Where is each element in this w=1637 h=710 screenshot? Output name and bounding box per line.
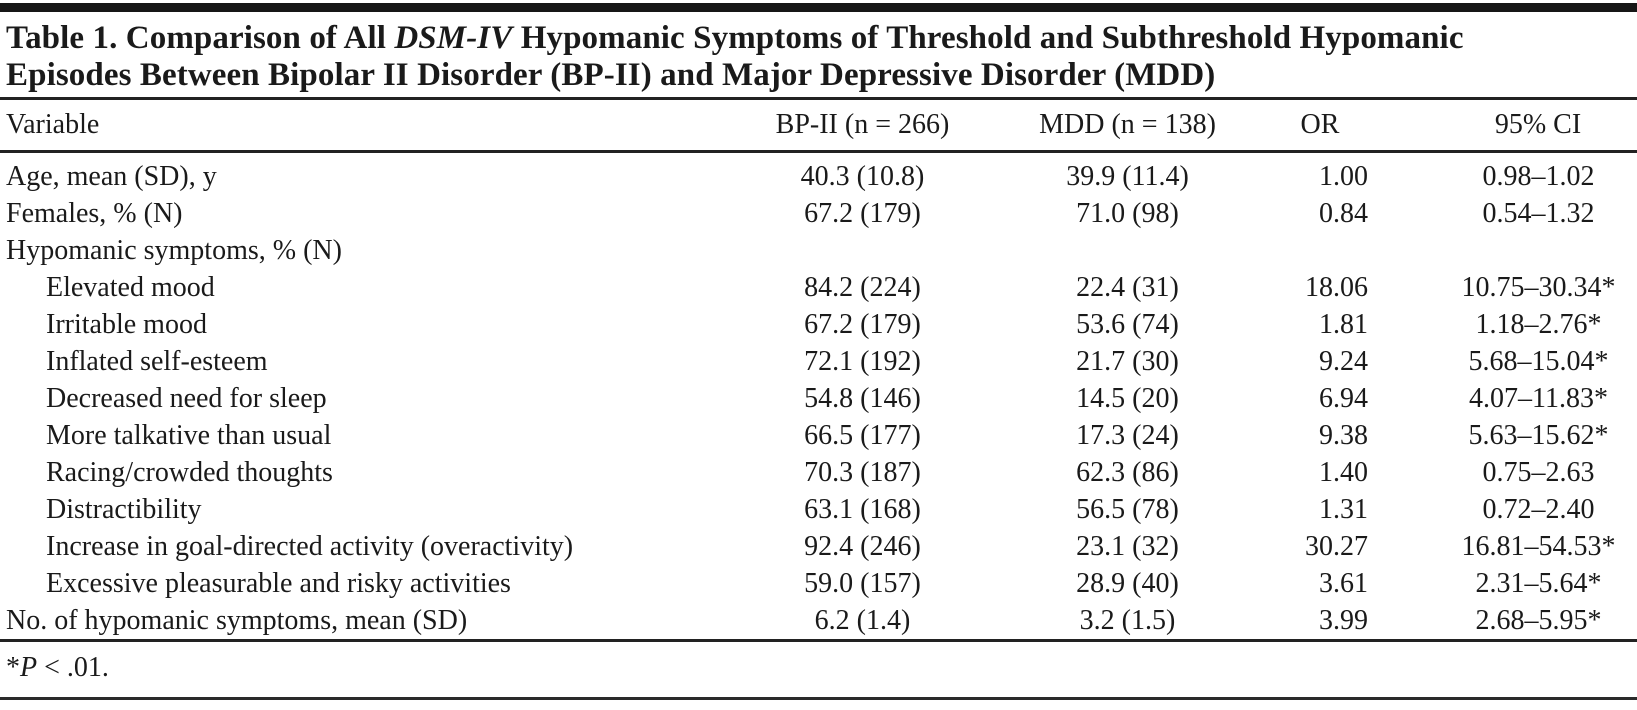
- footnote-asterisk: *: [6, 652, 20, 683]
- or-value: 9.38: [1319, 419, 1368, 451]
- col-header-bpii: BP-II (n = 266): [715, 100, 1010, 153]
- row-label: Age, mean (SD), y: [6, 160, 217, 192]
- table-row: Increase in goal-directed activity (over…: [0, 528, 1637, 565]
- mdd-value: 3.2 (1.5): [1079, 604, 1176, 636]
- ci-value: 10.75–30.34*: [1461, 271, 1616, 303]
- row-label: Distractibility: [46, 493, 202, 525]
- row-label: Inflated self-esteem: [46, 345, 268, 377]
- mdd-value: 62.3 (86): [1076, 456, 1179, 488]
- table-row: Inflated self-esteem 72.1 (192) 21.7 (30…: [0, 343, 1637, 380]
- ci-value: 1.18–2.76*: [1475, 308, 1602, 340]
- mdd-value: 53.6 (74): [1076, 308, 1179, 340]
- mdd-value: 71.0 (98): [1076, 197, 1179, 229]
- col-header-mdd: MDD (n = 138): [1010, 100, 1245, 153]
- row-label: Elevated mood: [46, 271, 215, 303]
- footnote-p-italic: P: [20, 652, 38, 683]
- table-row: Age, mean (SD), y 40.3 (10.8) 39.9 (11.4…: [0, 152, 1637, 196]
- bpii-value: 84.2 (224): [804, 271, 921, 303]
- col-header-ci: 95% CI: [1395, 100, 1637, 153]
- title-line2: Episodes Between Bipolar II Disorder (BP…: [6, 57, 1216, 93]
- ci-value: 16.81–54.53*: [1461, 530, 1616, 562]
- ci-value: 2.68–5.95*: [1475, 604, 1602, 636]
- rule-above-footnote: [0, 639, 1637, 642]
- or-value: 9.24: [1319, 345, 1368, 377]
- table-row: Elevated mood 84.2 (224) 22.4 (31) 18.06…: [0, 269, 1637, 306]
- mdd-value: 22.4 (31): [1076, 271, 1179, 303]
- table-row: More talkative than usual 66.5 (177) 17.…: [0, 417, 1637, 454]
- bpii-value: 92.4 (246): [804, 530, 921, 562]
- comparison-table: Variable BP-II (n = 266) MDD (n = 138) O…: [0, 100, 1637, 639]
- table-row: Distractibility 63.1 (168) 56.5 (78) 1.3…: [0, 491, 1637, 528]
- row-label: Irritable mood: [46, 308, 207, 340]
- table-section-row: Hypomanic symptoms, % (N): [0, 232, 1637, 269]
- bpii-value: 63.1 (168): [804, 493, 921, 525]
- ci-value: 4.07–11.83*: [1469, 382, 1608, 414]
- ci-value: 0.98–1.02: [1482, 160, 1595, 192]
- mdd-value: 39.9 (11.4): [1066, 160, 1189, 192]
- row-label: Decreased need for sleep: [46, 382, 327, 414]
- col-header-variable: Variable: [0, 100, 715, 153]
- bpii-value: 66.5 (177): [804, 419, 921, 451]
- or-value: 18.06: [1305, 271, 1368, 303]
- or-value: 1.40: [1319, 456, 1368, 488]
- row-label: Increase in goal-directed activity (over…: [46, 530, 574, 562]
- section-label: Hypomanic symptoms, % (N): [6, 234, 342, 266]
- ci-value: 0.54–1.32: [1482, 197, 1595, 229]
- bpii-value: 6.2 (1.4): [814, 604, 911, 636]
- footnote: *P < .01.: [0, 642, 1637, 697]
- col-header-or: OR: [1245, 100, 1395, 153]
- or-value: 0.84: [1319, 197, 1368, 229]
- rule-below-title: [0, 97, 1637, 100]
- top-rule-bar: [0, 3, 1637, 12]
- or-value: 1.31: [1319, 493, 1368, 525]
- title-line1-pre: Table 1. Comparison of All: [6, 20, 395, 56]
- title-line1-post: Hypomanic Symptoms of Threshold and Subt…: [512, 20, 1464, 56]
- bottom-rule: [0, 697, 1637, 700]
- table-title: Table 1. Comparison of All DSM-IV Hypoma…: [0, 12, 1637, 97]
- bpii-value: 59.0 (157): [804, 567, 921, 599]
- mdd-value: 56.5 (78): [1076, 493, 1179, 525]
- ci-value: [1395, 232, 1637, 269]
- ci-value: 0.75–2.63: [1482, 456, 1595, 488]
- mdd-value: 28.9 (40): [1076, 567, 1179, 599]
- table-row: Racing/crowded thoughts 70.3 (187) 62.3 …: [0, 454, 1637, 491]
- or-value: 1.00: [1319, 160, 1368, 192]
- title-dsm-iv-italic: DSM-IV: [394, 20, 513, 56]
- or-value: 3.61: [1319, 567, 1368, 599]
- table-row: Females, % (N) 67.2 (179) 71.0 (98) 0.84…: [0, 195, 1637, 232]
- row-label: More talkative than usual: [46, 419, 332, 451]
- row-label: Racing/crowded thoughts: [46, 456, 333, 488]
- ci-value: 0.72–2.40: [1482, 493, 1595, 525]
- row-label: No. of hypomanic symptoms, mean (SD): [6, 604, 468, 636]
- mdd-value: 23.1 (32): [1076, 530, 1179, 562]
- bpii-value: 67.2 (179): [804, 308, 921, 340]
- row-label: Females, % (N): [6, 197, 183, 229]
- table-row: Irritable mood 67.2 (179) 53.6 (74) 1.81…: [0, 306, 1637, 343]
- mdd-value: 17.3 (24): [1076, 419, 1179, 451]
- ci-value: 5.68–15.04*: [1468, 345, 1609, 377]
- footnote-text: < .01.: [37, 652, 109, 683]
- or-value: 6.94: [1319, 382, 1368, 414]
- bpii-value: 54.8 (146): [804, 382, 921, 414]
- bpii-value: 70.3 (187): [804, 456, 921, 488]
- header-row: Variable BP-II (n = 266) MDD (n = 138) O…: [0, 100, 1637, 153]
- row-label: Excessive pleasurable and risky activiti…: [46, 567, 511, 599]
- ci-value: 5.63–15.62*: [1468, 419, 1609, 451]
- ci-value: 2.31–5.64*: [1475, 567, 1602, 599]
- or-value: 30.27: [1305, 530, 1368, 562]
- bpii-value: [715, 232, 1010, 269]
- table-row: Decreased need for sleep 54.8 (146) 14.5…: [0, 380, 1637, 417]
- or-value: 3.99: [1319, 604, 1368, 636]
- or-value: 1.81: [1319, 308, 1368, 340]
- mdd-value: 14.5 (20): [1076, 382, 1179, 414]
- or-value: [1245, 232, 1395, 269]
- bpii-value: 40.3 (10.8): [800, 160, 925, 192]
- bpii-value: 72.1 (192): [804, 345, 921, 377]
- bpii-value: 67.2 (179): [804, 197, 921, 229]
- table-row: Excessive pleasurable and risky activiti…: [0, 565, 1637, 602]
- mdd-value: [1010, 232, 1245, 269]
- table-row: No. of hypomanic symptoms, mean (SD) 6.2…: [0, 602, 1637, 639]
- mdd-value: 21.7 (30): [1076, 345, 1179, 377]
